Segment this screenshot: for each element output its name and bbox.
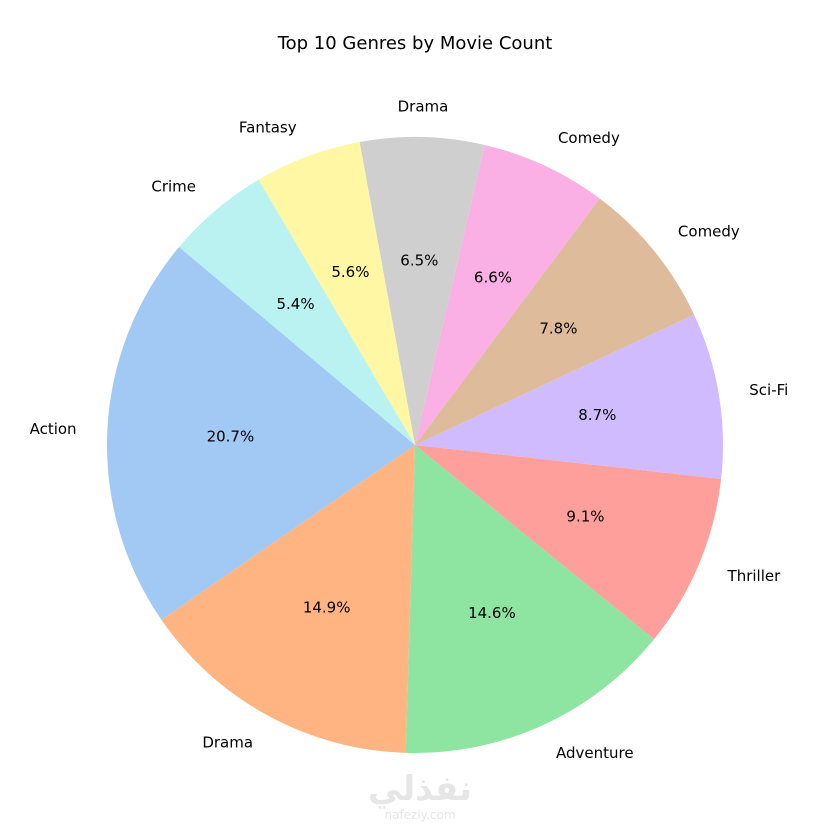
- slice-percent-label: 7.8%: [539, 319, 577, 337]
- slice-percent-label: 5.4%: [276, 295, 314, 313]
- slice-label: Fantasy: [239, 119, 297, 137]
- slice-percent-label: 9.1%: [566, 507, 604, 525]
- slice-label: Thriller: [727, 567, 782, 585]
- slice-label: Drama: [202, 734, 253, 752]
- pie-slice-sci-fi-4: [415, 314, 723, 479]
- slice-label: Comedy: [558, 129, 620, 147]
- slice-label: Action: [30, 420, 77, 438]
- slice-label: Drama: [398, 97, 449, 115]
- slice-percent-label: 6.5%: [400, 251, 438, 269]
- pie-slice-drama-1: [161, 445, 415, 753]
- slice-percent-label: 6.6%: [474, 268, 512, 286]
- slice-percent-label: 14.6%: [468, 604, 516, 622]
- watermark-url: nafezly.com: [384, 808, 455, 822]
- slice-percent-label: 5.6%: [331, 263, 369, 281]
- watermark-logo: نفذلي: [368, 769, 472, 809]
- pie-slice-fantasy-8: [258, 142, 415, 445]
- pie-slice-crime-9: [179, 179, 415, 446]
- slice-label: Adventure: [556, 744, 634, 762]
- slice-label: Comedy: [678, 222, 740, 240]
- slice-percent-label: 8.7%: [578, 406, 616, 424]
- slice-percent-label: 14.9%: [303, 598, 351, 616]
- slice-percent-label: 20.7%: [207, 427, 255, 445]
- pie-slice-comedy-6: [415, 144, 600, 445]
- pie-slice-drama-7: [359, 136, 485, 445]
- slice-label: Sci-Fi: [749, 381, 788, 399]
- slice-label: Crime: [151, 177, 196, 195]
- pie-slice-adventure-2: [405, 445, 655, 753]
- chart-title: Top 10 Genres by Movie Count: [277, 33, 553, 54]
- pie-slice-thriller-3: [415, 445, 722, 640]
- pie-slice-action-0: [106, 247, 415, 620]
- pie-slice-comedy-5: [415, 198, 695, 445]
